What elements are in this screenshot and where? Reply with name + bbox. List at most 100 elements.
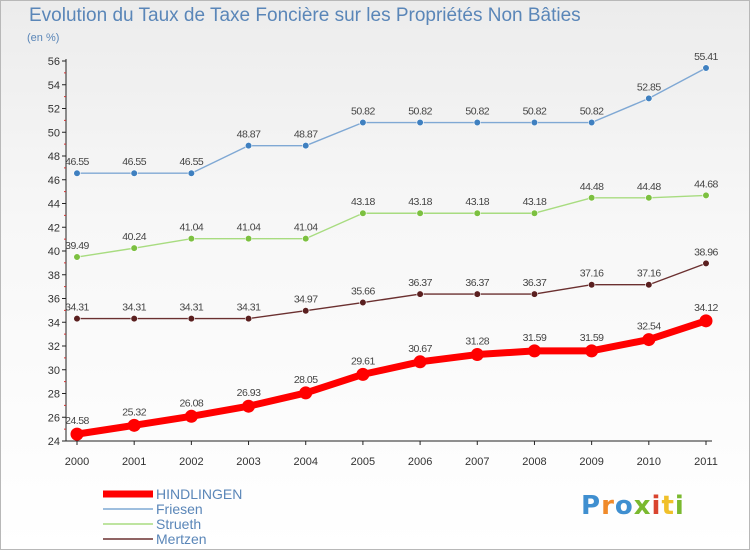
data-point-mertzen	[645, 281, 653, 289]
data-label: 41.04	[294, 222, 318, 234]
data-point-strueth	[645, 194, 653, 202]
data-label: 40.24	[122, 231, 146, 243]
data-point-strueth	[702, 191, 710, 200]
y-tick-label: 28	[48, 389, 60, 401]
data-point-hindlingen	[184, 409, 198, 423]
data-point-mertzen	[73, 314, 81, 323]
data-labels: 46.55 46.55 46.55 48.87 48.87 50.82 50.82 50.82…	[65, 51, 719, 427]
data-point-friesen	[588, 118, 596, 127]
y-tick-label: 54	[48, 80, 60, 92]
data-label: 31.59	[523, 332, 547, 344]
data-point-mertzen	[473, 290, 481, 298]
legend-label-friesen: Friesen	[156, 501, 203, 517]
data-point-friesen	[702, 64, 710, 72]
data-point-friesen	[73, 169, 81, 177]
series-line-strueth	[76, 194, 707, 258]
data-label: 34.31	[65, 302, 89, 314]
data-point-friesen	[530, 118, 539, 127]
data-label: 46.55	[65, 156, 89, 168]
data-point-mertzen	[702, 259, 710, 267]
data-point-friesen	[416, 118, 424, 127]
data-point-strueth	[530, 209, 539, 217]
y-tick-label: 52	[48, 104, 60, 116]
data-label: 35.66	[351, 286, 375, 298]
series-line-mertzen	[76, 262, 707, 320]
x-tick-label: 2001	[122, 456, 146, 468]
data-label: 48.87	[294, 129, 318, 141]
y-tick-label: 26	[48, 412, 60, 424]
data-point-friesen	[645, 94, 653, 103]
y-tick-label: 50	[48, 127, 60, 139]
data-point-mertzen	[588, 281, 596, 289]
data-point-mertzen	[530, 290, 539, 298]
data-label: 26.93	[237, 387, 261, 399]
data-label: 43.18	[351, 196, 375, 208]
y-tick-label: 34	[48, 317, 60, 329]
y-tick-label: 46	[48, 175, 60, 187]
logo-letter: r	[601, 491, 615, 521]
x-tick-label: 2011	[694, 456, 718, 468]
x-tick-label: 2000	[65, 456, 89, 468]
data-point-hindlingen	[585, 344, 599, 358]
legend-label-mertzen: Mertzen	[156, 531, 207, 547]
data-point-friesen	[473, 118, 481, 127]
data-point-hindlingen	[70, 427, 84, 441]
y-tick-label: 44	[48, 199, 60, 211]
x-tick-label: 2006	[408, 456, 432, 468]
series-line-friesen	[76, 67, 707, 174]
data-label: 38.96	[694, 246, 718, 258]
data-point-hindlingen	[699, 314, 713, 328]
y-tick-label: 36	[48, 294, 60, 306]
data-label: 36.37	[465, 277, 489, 289]
x-tick-label: 2003	[236, 456, 260, 468]
data-point-mertzen	[302, 307, 310, 315]
data-point-hindlingen	[470, 348, 484, 362]
data-point-friesen	[302, 142, 310, 150]
data-label: 44.48	[580, 181, 604, 193]
data-point-mertzen	[187, 314, 195, 323]
x-tick-label: 2005	[351, 456, 375, 468]
data-label: 34.97	[294, 294, 318, 306]
data-point-strueth	[302, 235, 310, 243]
data-point-strueth	[359, 209, 367, 217]
data-point-friesen	[244, 142, 253, 150]
data-label: 30.67	[408, 343, 432, 355]
data-label: 34.31	[237, 302, 261, 314]
data-label: 39.49	[65, 240, 89, 252]
y-tick-label: 42	[48, 222, 60, 234]
data-point-friesen	[187, 169, 195, 177]
data-label: 41.04	[237, 222, 261, 234]
data-label: 37.16	[637, 268, 661, 280]
x-tick-label: 2008	[522, 456, 546, 468]
data-label: 48.87	[237, 129, 261, 141]
data-point-strueth	[588, 194, 596, 202]
data-label: 43.18	[523, 196, 547, 208]
y-tick-label: 32	[48, 341, 60, 353]
x-tick-label: 2009	[579, 456, 603, 468]
data-label: 28.05	[294, 374, 318, 386]
logo-letter: o	[614, 491, 634, 521]
data-label: 50.82	[580, 106, 604, 118]
data-label: 55.41	[694, 51, 718, 63]
y-tick-label: 30	[48, 365, 60, 377]
logo-letter: x	[633, 491, 652, 521]
data-label: 34.12	[694, 302, 718, 314]
data-label: 41.04	[179, 222, 203, 234]
chart-title: Evolution du Taux de Taxe Foncière sur l…	[29, 5, 581, 26]
data-point-strueth	[130, 244, 138, 252]
data-label: 46.55	[179, 156, 203, 168]
data-label: 31.28	[465, 336, 489, 348]
x-tick-label: 2007	[465, 456, 489, 468]
data-label: 34.31	[122, 302, 146, 314]
y-tick-label: 56	[48, 56, 60, 68]
data-point-strueth	[473, 209, 481, 217]
data-label: 52.85	[637, 81, 661, 93]
data-label: 32.54	[637, 321, 661, 333]
data-label: 24.58	[65, 415, 89, 427]
logo-letter: P	[581, 491, 602, 521]
chart-subtitle: (en %)	[27, 32, 60, 44]
data-point-strueth	[244, 235, 253, 243]
y-tick-label: 48	[48, 151, 60, 163]
